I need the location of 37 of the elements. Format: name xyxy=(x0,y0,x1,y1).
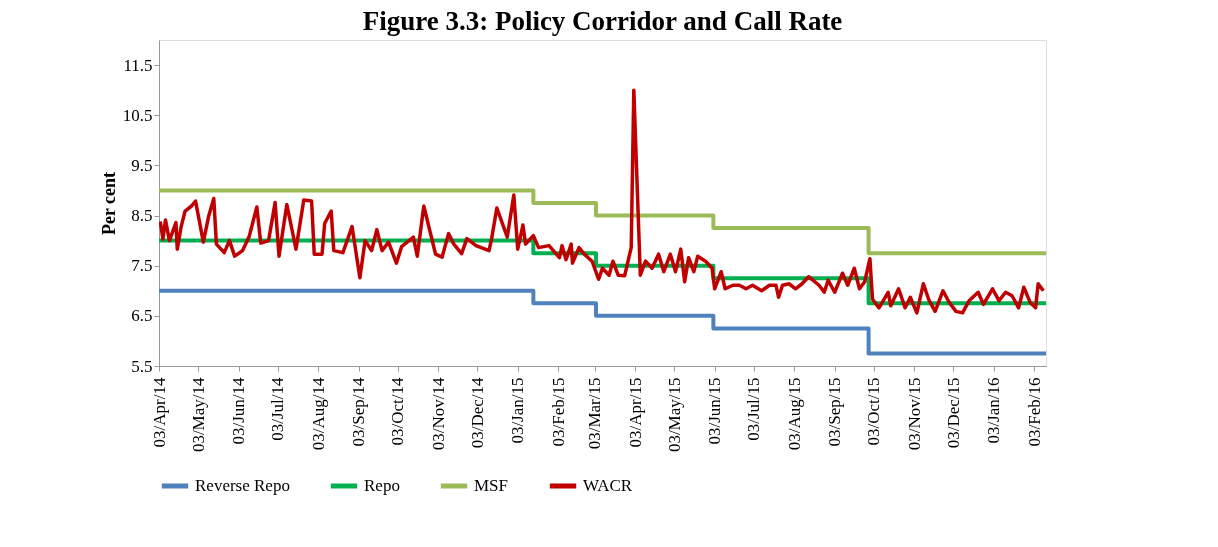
x-tick-label: 03/May/14 xyxy=(188,377,208,453)
legend-label: WACR xyxy=(583,476,633,495)
y-axis-title: Per cent xyxy=(98,171,119,236)
x-tick-label: 03/Sep/14 xyxy=(349,377,369,447)
y-tick-label: 10.5 xyxy=(122,105,153,125)
x-tick-label: 03/Apr/15 xyxy=(625,377,645,448)
y-tick-label: 8.5 xyxy=(131,206,153,226)
x-tick-label: 03/Jul/14 xyxy=(268,377,288,441)
y-tick-label: 6.5 xyxy=(131,306,153,326)
y-tick-label: 11.5 xyxy=(123,55,153,75)
line-series xyxy=(159,88,1046,315)
x-tick-label: 03/Jan/15 xyxy=(508,377,528,444)
x-tick-label: 03/Aug/15 xyxy=(784,377,804,451)
x-tick-label: 03/Nov/15 xyxy=(904,377,924,451)
x-tick-label: 03/Jul/15 xyxy=(744,377,764,441)
legend-label: Reverse Repo xyxy=(195,476,290,495)
x-tick-label: 03/Dec/15 xyxy=(943,377,963,449)
x-tick-label: 03/Sep/15 xyxy=(825,377,845,447)
x-tick-label: 03/Oct/14 xyxy=(388,377,408,446)
legend-label: MSF xyxy=(474,476,509,495)
x-tick-label: 03/Jun/14 xyxy=(229,377,249,445)
chart-title: Figure 3.3: Policy Corridor and Call Rate xyxy=(362,6,843,36)
y-tick-label: 5.5 xyxy=(131,356,153,376)
x-tick-label: 03/Mar/15 xyxy=(585,377,605,450)
x-tick-label: 03/Oct/15 xyxy=(864,377,884,446)
x-tick-label: 03/Aug/14 xyxy=(308,377,328,451)
x-tick-label: 03/May/15 xyxy=(664,377,684,453)
x-tick-label: 03/Nov/14 xyxy=(428,377,448,451)
x-tick-label: 03/Jun/15 xyxy=(705,377,725,445)
y-tick-label: 7.5 xyxy=(131,256,153,276)
legend-label: Repo xyxy=(364,476,400,495)
x-tick-label: 03/Apr/14 xyxy=(149,377,169,448)
x-tick-label: 03/Feb/16 xyxy=(1024,377,1044,447)
x-tick-label: 03/Jan/16 xyxy=(984,377,1004,444)
x-tick-label: 03/Dec/14 xyxy=(467,377,487,449)
x-tick-label: 03/Feb/15 xyxy=(548,377,568,447)
y-tick-label: 9.5 xyxy=(131,155,153,175)
